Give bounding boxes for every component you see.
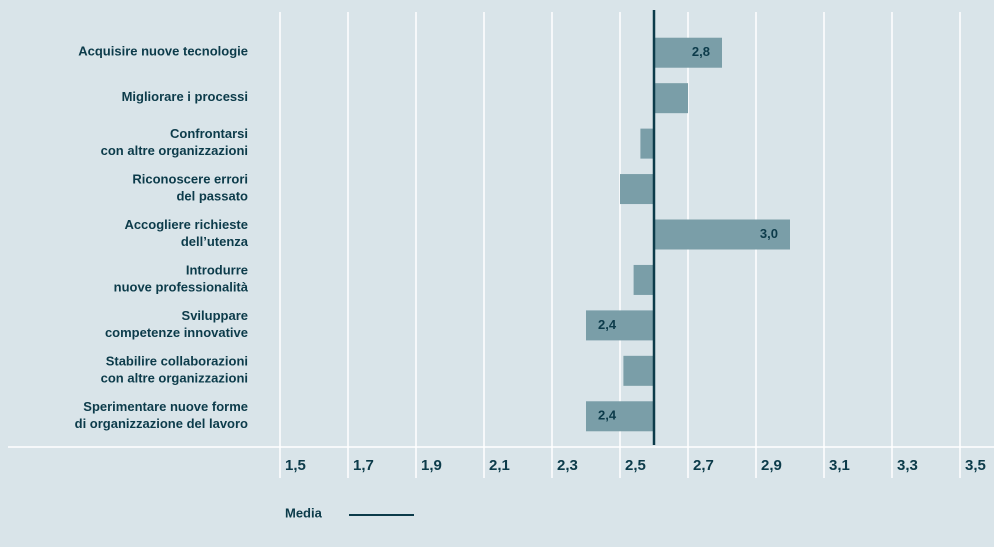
category-label: Stabilire collaborazioni con altre organi… xyxy=(101,354,248,386)
x-tick-label: 3,5 xyxy=(965,457,986,474)
x-tick-label: 2,7 xyxy=(693,457,714,474)
category-label: Accogliere richieste dell’utenza xyxy=(124,217,248,249)
category-label-line: nuove professionalità xyxy=(114,280,249,295)
category-label-line: dell’utenza xyxy=(181,234,249,249)
bar xyxy=(654,219,790,250)
x-tick-label: 3,1 xyxy=(829,457,850,474)
category-label-line: Introdurre xyxy=(186,263,248,278)
x-tick-label: 1,5 xyxy=(285,457,306,474)
category-label-line: di organizzazione del lavoro xyxy=(75,416,248,431)
x-tick-label: 1,9 xyxy=(421,457,442,474)
value-label: 3,0 xyxy=(760,226,778,241)
category-label-line: competenze innovative xyxy=(105,325,248,340)
category-label-line: Confrontarsi xyxy=(170,127,248,142)
category-label-line: Stabilire collaborazioni xyxy=(106,354,248,369)
value-label: 2,8 xyxy=(692,44,710,59)
legend-label: Media xyxy=(285,505,323,520)
category-label-line: Sperimentare nuove forme xyxy=(83,399,248,414)
bar xyxy=(586,401,654,432)
value-label: 2,4 xyxy=(598,317,617,332)
category-label-line: Accogliere richieste xyxy=(124,217,248,232)
x-tick-label: 2,9 xyxy=(761,457,782,474)
category-label: Acquisire nuove tecnologie xyxy=(78,44,248,59)
x-tick-label: 3,3 xyxy=(897,457,918,474)
category-label: Confrontarsi con altre organizzazioni xyxy=(101,127,248,159)
value-label: 2,4 xyxy=(598,408,617,423)
category-label: Sperimentare nuove forme di organizzazion… xyxy=(75,399,248,431)
x-tick-label: 2,3 xyxy=(557,457,578,474)
x-tick-label: 2,1 xyxy=(489,457,510,474)
bar xyxy=(623,355,654,386)
category-label-line: Acquisire nuove tecnologie xyxy=(78,44,248,59)
bar xyxy=(640,128,654,159)
bar xyxy=(654,83,688,114)
category-label: Introdurre nuove professionalità xyxy=(114,263,249,295)
category-label-line: del passato xyxy=(176,189,248,204)
category-label-line: con altre organizzazioni xyxy=(101,371,248,386)
category-label: Sviluppare competenze innovative xyxy=(105,308,248,340)
bar xyxy=(654,37,722,68)
category-label: Migliorare i processi xyxy=(122,90,248,105)
bar xyxy=(620,174,654,205)
category-label-line: Migliorare i processi xyxy=(122,90,248,105)
bar xyxy=(633,264,654,295)
x-tick-label: 1,7 xyxy=(353,457,374,474)
bar xyxy=(586,310,654,341)
category-label: Riconoscere errori del passato xyxy=(132,172,248,204)
category-label-line: con altre organizzazioni xyxy=(101,144,248,159)
category-label-line: Riconoscere errori xyxy=(132,172,248,187)
x-tick-label: 2,5 xyxy=(625,457,646,474)
category-label-line: Sviluppare xyxy=(182,308,248,323)
